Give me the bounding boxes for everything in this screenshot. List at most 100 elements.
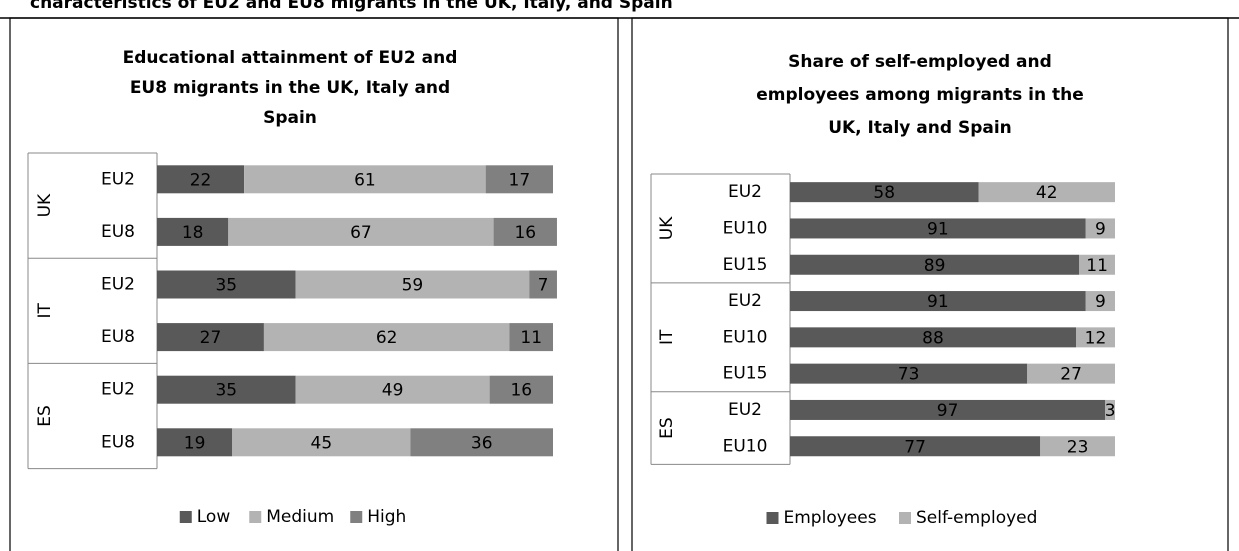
legend-swatch [179, 511, 192, 523]
chart-title: Spain [263, 108, 317, 128]
value-label: 88 [922, 328, 944, 348]
bar-segment [1027, 363, 1115, 384]
category-label: EU2 [728, 400, 762, 420]
legend-swatch [899, 512, 911, 524]
group-label: ES [35, 405, 55, 427]
value-label: 9 [1095, 219, 1106, 239]
value-label: 3 [1105, 401, 1116, 421]
value-label: 11 [520, 328, 542, 348]
bar-segment [295, 270, 530, 299]
bar-segment [790, 327, 1076, 348]
category-label: EU15 [723, 255, 768, 275]
value-label: 27 [1060, 365, 1082, 385]
bar-segment [790, 182, 979, 203]
chart-title: employees among migrants in the [756, 85, 1084, 105]
value-label: 36 [471, 433, 493, 453]
group-label: ES [657, 417, 677, 439]
value-label: 23 [1067, 437, 1089, 457]
value-label: 91 [927, 219, 949, 239]
value-label: 27 [200, 328, 222, 348]
bar-segment [493, 217, 557, 246]
bar-segment [1105, 399, 1115, 420]
category-label: EU10 [723, 327, 768, 347]
panel [631, 17, 1229, 551]
legend-swatch [350, 511, 363, 523]
bar-segment [1079, 254, 1115, 275]
value-label: 91 [927, 292, 949, 312]
legend-label: Self-employed [916, 508, 1037, 528]
category-label: EU15 [723, 364, 768, 384]
value-label: 42 [1036, 183, 1058, 203]
value-label: 18 [182, 223, 204, 243]
value-label: 58 [873, 183, 895, 203]
bar-segment [157, 217, 229, 246]
value-label: 67 [350, 223, 372, 243]
bar-segment [157, 428, 233, 457]
category-label: EU2 [101, 169, 135, 189]
bar-segment [790, 291, 1086, 312]
bar-segment [157, 270, 296, 299]
bar-segment [1085, 218, 1115, 239]
value-label: 19 [184, 433, 206, 453]
legend-swatch [766, 512, 779, 524]
category-label: EU2 [728, 182, 762, 202]
value-label: 61 [354, 170, 376, 190]
bar-segment [790, 399, 1106, 420]
legend-label: Medium [266, 507, 334, 527]
bar-segment [1040, 436, 1115, 457]
category-label: EU2 [101, 380, 135, 400]
category-label: EU10 [723, 218, 768, 238]
panel [9, 17, 619, 551]
category-label: EU8 [101, 432, 135, 452]
value-label: 17 [509, 170, 531, 190]
bar-segment [529, 270, 557, 299]
bar-segment [790, 436, 1041, 457]
legend-label: Low [197, 507, 231, 527]
group-label: IT [35, 302, 55, 318]
value-label: 97 [937, 401, 959, 421]
value-label: 11 [1086, 256, 1108, 276]
bar-segment [978, 182, 1115, 203]
bar-segment [410, 428, 553, 457]
legend-swatch [249, 511, 262, 523]
value-label: 49 [382, 381, 404, 401]
bar-segment [485, 165, 553, 194]
bar-segment [790, 218, 1086, 239]
bar-segment [232, 428, 411, 457]
value-label: 45 [311, 433, 333, 453]
value-label: 59 [402, 276, 424, 296]
value-label: 89 [924, 256, 946, 276]
category-label: EU2 [728, 291, 762, 311]
value-label: 73 [898, 365, 920, 385]
value-label: 35 [215, 276, 237, 296]
bar-segment [157, 323, 264, 352]
value-label: 7 [538, 276, 549, 296]
bar-segment [489, 375, 553, 404]
value-label: 35 [215, 381, 237, 401]
bar-segment [790, 254, 1080, 275]
category-label: EU8 [101, 222, 135, 242]
chart-title: Educational attainment of EU2 and [123, 48, 458, 68]
value-label: 22 [190, 170, 212, 190]
chart-title: UK, Italy and Spain [828, 118, 1012, 138]
legend-label: High [367, 507, 406, 527]
bar-segment [1076, 327, 1115, 348]
bar-segment [263, 323, 510, 352]
group-label: UK [657, 216, 677, 240]
bar-segment [790, 363, 1028, 384]
bar-segment [244, 165, 486, 194]
bar-segment [157, 375, 296, 404]
value-label: 16 [514, 223, 536, 243]
value-label: 12 [1085, 328, 1107, 348]
bar-segment [157, 165, 245, 194]
figure-caption: characteristics of EU2 and EU8 migrants … [30, 0, 673, 13]
category-label: EU10 [723, 436, 768, 456]
bar-segment [295, 375, 490, 404]
category-label: EU2 [101, 275, 135, 295]
group-label: UK [35, 193, 55, 217]
value-label: 16 [510, 381, 532, 401]
bar-segment [509, 323, 553, 352]
bar-segment [1085, 291, 1115, 312]
value-label: 62 [376, 328, 398, 348]
